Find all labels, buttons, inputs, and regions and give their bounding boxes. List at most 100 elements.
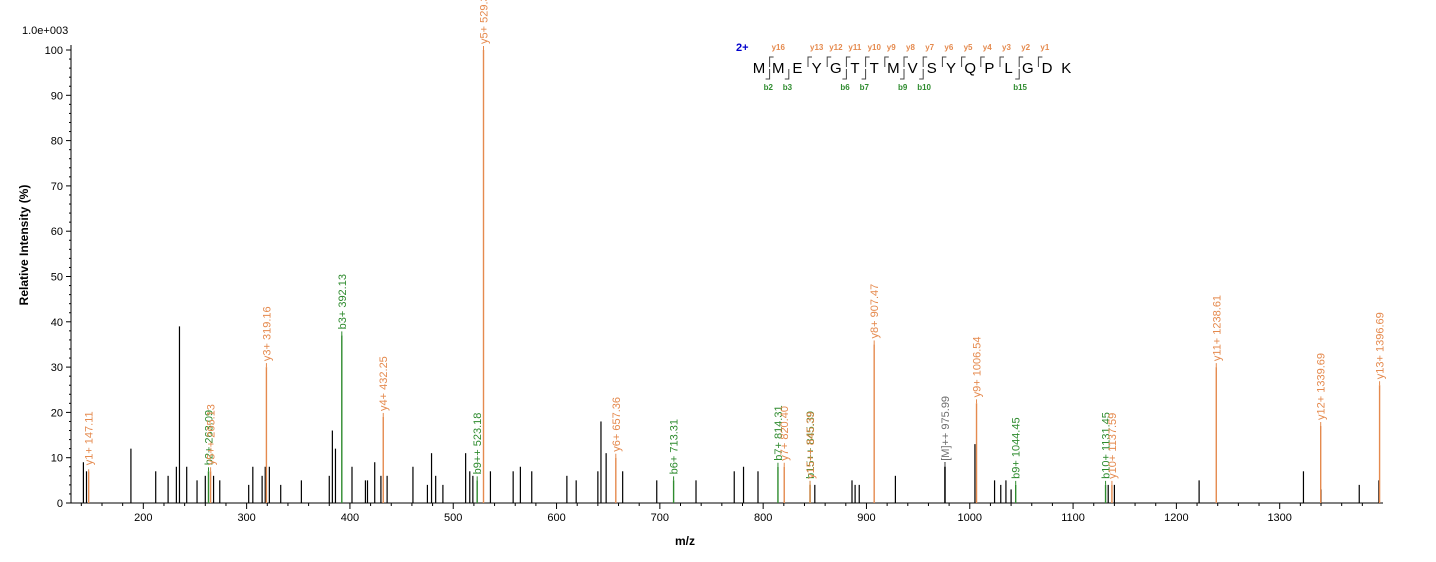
y-cleavage-mark: [980, 56, 985, 67]
b-cleavage-mark: [1015, 69, 1020, 80]
x-tick-label: 1300: [1267, 512, 1291, 524]
peak-annotation: y4+ 432.25: [378, 356, 390, 411]
residue: E: [792, 60, 802, 77]
peak-annotation: y3+ 319.16: [261, 306, 273, 361]
y-cleavage-mark: [999, 56, 1004, 67]
y-axis-title: Relative Intensity (%): [17, 185, 31, 306]
y-cleavage-mark: [845, 56, 851, 67]
y-tick-label: 70: [51, 181, 63, 193]
y-cleavage-mark: [769, 56, 774, 67]
residue: Q: [964, 60, 976, 77]
y-cleavage-mark: [1037, 56, 1043, 67]
x-tick-label: 1200: [1164, 512, 1188, 524]
b-ion-label: b15: [1013, 83, 1027, 92]
y-cleavage-mark: [903, 56, 908, 67]
b-cleavage-mark: [861, 69, 867, 80]
x-tick-label: 600: [547, 512, 565, 524]
peak-annotation: y5+ 529.30: [479, 0, 491, 44]
y-tick-label: 90: [51, 90, 63, 102]
residue: T: [870, 60, 879, 77]
x-tick-label: 800: [754, 512, 772, 524]
y-ion-label: y1: [1040, 43, 1049, 52]
y-ion-label: y12: [829, 43, 843, 52]
peak-annotation: b10+ 1131.45: [1101, 412, 1113, 479]
peak-annotation: y10+ 1137.59: [1107, 413, 1119, 479]
y-ion-label: y3: [1002, 43, 1011, 52]
peak-annotation: y8+ 907.47: [869, 284, 881, 339]
peak-annotation: y7+ 820.40: [779, 406, 791, 461]
peak-annotation: y12+ 1339.69: [1316, 353, 1328, 420]
b-ion-label: b3: [783, 83, 793, 92]
y-tick-label: 100: [45, 45, 63, 57]
peak-annotation: y9+ 1006.54: [972, 336, 984, 397]
b-ion-label: b7: [860, 83, 870, 92]
y-cleavage-mark: [807, 56, 812, 67]
x-tick-label: 1000: [958, 512, 982, 524]
residue: V: [908, 60, 918, 77]
y-cleavage-mark: [941, 56, 947, 67]
x-tick-label: 500: [444, 512, 462, 524]
b-cleavage-mark: [919, 69, 924, 80]
y-ion-label: y10: [868, 43, 882, 52]
y-cleavage-mark: [884, 56, 889, 67]
y-ion-label: y7: [925, 43, 934, 52]
y-cleavage-mark: [922, 56, 928, 67]
residue: Y: [812, 60, 822, 77]
residue: Y: [946, 60, 956, 77]
charge-state: 2+: [736, 42, 749, 54]
residue: K: [1061, 60, 1071, 77]
b-ion-label: b9: [898, 83, 908, 92]
y-tick-label: 20: [51, 407, 63, 419]
residue: G: [1022, 60, 1034, 77]
peak-annotation: b9+ 1044.45: [1011, 417, 1023, 478]
y-cleavage-mark: [865, 56, 870, 67]
y-tick-label: 80: [51, 136, 63, 148]
b-ion-label: b10: [917, 83, 931, 92]
y-ion-label: y4: [983, 43, 992, 52]
x-tick-label: 700: [651, 512, 669, 524]
residue: T: [850, 60, 859, 77]
peak-annotation: y1+ 147.11: [84, 411, 96, 465]
residue: M: [753, 60, 766, 77]
residue: L: [1004, 60, 1012, 77]
peak-annotation: [M]++ 975.99: [940, 396, 952, 461]
x-tick-label: 300: [237, 512, 255, 524]
b-ion-label: b6: [840, 83, 850, 92]
y-cleavage-mark: [826, 56, 832, 67]
y-ion-label: y6: [944, 43, 953, 52]
y-tick-label: 60: [51, 226, 63, 238]
y-ion-label: y9: [887, 43, 896, 52]
y-ion-label: y11: [848, 43, 861, 52]
peak-annotation: y6+ 657.36: [611, 397, 623, 452]
peak-annotation: b6+ 713.31: [669, 419, 681, 474]
peak-annotation: b3+ 392.13: [337, 274, 349, 329]
residue: G: [830, 60, 842, 77]
b-cleavage-mark: [784, 69, 790, 80]
y-ion-label: y8: [906, 43, 915, 52]
y-tick-label: 30: [51, 362, 63, 374]
peak-annotation: b9++ 523.18: [472, 413, 484, 475]
peak-annotation: b2+ 263.09: [203, 410, 215, 465]
y-ion-label: y5: [964, 43, 973, 52]
y-tick-label: 40: [51, 317, 63, 329]
y-tick-label: 0: [57, 498, 63, 510]
y-tick-label: 10: [51, 453, 63, 465]
residue: S: [927, 60, 937, 77]
peak-annotation: y11+ 1238.61: [1211, 295, 1223, 361]
y-cleavage-mark: [961, 56, 966, 67]
y-ion-label: y16: [772, 43, 786, 52]
b-cleavage-mark: [900, 69, 905, 80]
y-ion-label: y13: [810, 43, 824, 52]
residue: M: [887, 60, 900, 77]
residue: M: [772, 60, 785, 77]
y-ion-label: y2: [1021, 43, 1030, 52]
x-axis-title: m/z: [675, 534, 695, 548]
x-tick-label: 900: [857, 512, 875, 524]
residue: P: [984, 60, 994, 77]
residue: D: [1042, 60, 1053, 77]
peak-annotation: b15++ 845.39: [805, 411, 817, 479]
x-tick-label: 1100: [1061, 512, 1085, 524]
